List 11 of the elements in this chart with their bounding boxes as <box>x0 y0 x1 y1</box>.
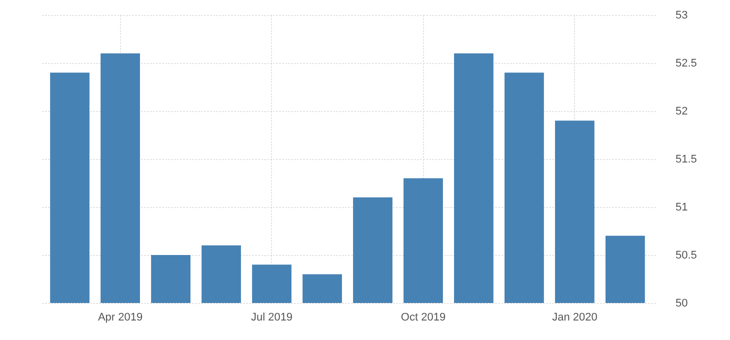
x-tick-label: Jul 2019 <box>250 312 293 324</box>
x-tick-label: Jan 2020 <box>552 312 598 324</box>
y-tick-label: 50 <box>676 298 688 310</box>
x-tick-label: Oct 2019 <box>400 312 446 324</box>
y-tick-label: 51 <box>676 202 688 214</box>
y-tick-label: 52 <box>676 106 688 118</box>
x-tick-label: Apr 2019 <box>98 312 143 324</box>
y-tick-label: 50.5 <box>676 250 697 262</box>
y-tick-label: 51.5 <box>676 154 697 166</box>
y-tick-label: 52.5 <box>676 58 697 70</box>
y-tick-label: 53 <box>676 10 688 22</box>
